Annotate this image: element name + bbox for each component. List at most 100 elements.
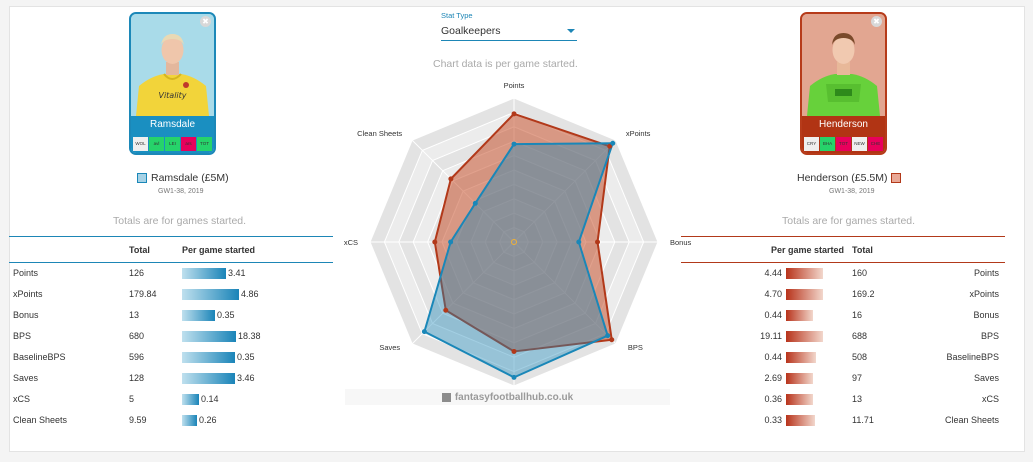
radar-data-point <box>511 374 517 380</box>
table-row: BaselineBPS 596 0.35 <box>9 347 333 368</box>
stat-total: 169.2 <box>852 289 875 299</box>
radar-chart: PointsxPointsBonusBPSBaselineBPSSavesxCS… <box>344 81 692 398</box>
per-game-bar <box>786 330 823 342</box>
per-game-value: 3.41 <box>228 268 246 279</box>
table-row: xCS 5 0.14 <box>9 389 333 410</box>
stat-label: xPoints <box>13 289 43 299</box>
per-game-value: 0.26 <box>199 415 217 426</box>
radar-data-point <box>511 111 517 117</box>
stat-total: 16 <box>852 310 863 320</box>
table-row: Saves 128 3.46 <box>9 368 333 389</box>
radar-data-point <box>443 307 449 313</box>
table-row: 0.36 13 xCS <box>681 389 1005 410</box>
per-game-value: 0.35 <box>217 310 235 321</box>
radar-data-point <box>610 140 616 146</box>
legend-label-left: Ramsdale (£5M) <box>151 172 229 184</box>
stat-type-label: Stat Type <box>441 11 473 20</box>
per-game-value: 4.70 <box>764 289 782 300</box>
totals-note-left: Totals are for games started. <box>113 215 247 227</box>
close-icon[interactable]: ✖ <box>200 16 211 27</box>
table-header: Per game started Total <box>681 237 1005 263</box>
stat-total: 5 <box>129 394 135 404</box>
radar-data-point <box>605 333 611 339</box>
table-row: Bonus 13 0.35 <box>9 305 333 326</box>
season-range-left: GW1-38, 2019 <box>158 188 204 195</box>
per-game-bar <box>182 330 236 342</box>
fixture-badge: TOT <box>197 136 212 151</box>
radar-axis-label: Points <box>504 81 525 90</box>
table-row: 2.69 97 Saves <box>681 368 1005 389</box>
fixture-badge: BHA <box>820 136 835 151</box>
stat-total: 508 <box>852 352 868 362</box>
stat-total: 9.59 <box>129 415 147 425</box>
stat-label: Bonus <box>13 310 39 320</box>
table-header: Total Per game started <box>9 237 333 263</box>
stat-total: 13 <box>129 310 140 320</box>
radar-data-point <box>595 239 601 245</box>
radar-axis-label: xPoints <box>626 129 651 138</box>
stat-total: 179.84 <box>129 289 157 299</box>
stat-label: Clean Sheets <box>13 415 68 425</box>
stat-total: 128 <box>129 373 145 383</box>
player-name-left: Ramsdale <box>131 116 214 134</box>
close-icon[interactable]: ✖ <box>871 16 882 27</box>
radar-axis-label: Saves <box>379 343 400 352</box>
watermark-text: fantasyfootballhub.co.uk <box>454 391 574 403</box>
per-game-value: 0.35 <box>237 352 255 363</box>
stat-total: 160 <box>852 268 868 279</box>
table-row: BPS 680 18.38 <box>9 326 333 347</box>
radar-data-point <box>609 337 615 343</box>
stat-label: xCS <box>981 394 999 404</box>
radar-data-point <box>576 239 582 245</box>
stat-label: Clean Sheets <box>944 415 999 425</box>
per-game-value: 0.44 <box>764 310 782 321</box>
season-range-right: GW1-38, 2019 <box>829 188 875 195</box>
table-row: 4.70 169.2 xPoints <box>681 284 1005 305</box>
per-game-value: 0.14 <box>201 394 219 405</box>
per-game-bar <box>182 393 199 405</box>
fixtures-right: CRY BHA TOT NEW CHE <box>802 134 885 153</box>
fixture-badge: LEI <box>165 136 180 151</box>
table-row: 0.44 508 BaselineBPS <box>681 347 1005 368</box>
player-card-left[interactable]: Vitality ✖ Ramsdale WOL avl LEI ars TOT <box>129 12 216 155</box>
table-row: 0.44 16 Bonus <box>681 305 1005 326</box>
stat-total: 13 <box>852 394 863 404</box>
radar-axis-label: xCS <box>344 238 358 247</box>
fixture-badge: WOL <box>133 136 148 151</box>
per-game-bar <box>182 309 215 321</box>
radar-data-point <box>607 143 613 149</box>
watermark: fantasyfootballhub.co.uk <box>345 389 670 405</box>
stat-label: Bonus <box>973 310 999 320</box>
per-game-value: 2.69 <box>764 373 782 384</box>
stat-type-select[interactable]: Goalkeepers <box>441 24 577 41</box>
stat-label: xPoints <box>969 289 999 299</box>
column-header-per-game: Per game started <box>770 244 844 255</box>
legend-left: Ramsdale (£5M) <box>137 172 229 184</box>
per-game-value: 0.33 <box>764 415 782 426</box>
radar-data-point <box>448 239 454 245</box>
table-row: 19.11 688 BPS <box>681 326 1005 347</box>
per-game-bar <box>786 351 816 363</box>
stat-label: BPS <box>980 331 999 341</box>
per-game-bar <box>786 372 813 384</box>
radar-data-point <box>511 348 517 354</box>
player-photo-left: Vitality <box>131 14 214 116</box>
per-game-bar <box>182 372 235 384</box>
table-row: 4.44 160 Points <box>681 263 1005 284</box>
fixture-badge: NEW <box>852 136 867 151</box>
fixture-badge: CHE <box>868 136 883 151</box>
per-game-value: 4.86 <box>241 289 259 300</box>
legend-label-right: Henderson (£5.5M) <box>797 172 888 184</box>
player-card-right[interactable]: ✖ Henderson CRY BHA TOT NEW CHE <box>800 12 887 155</box>
fixture-badge: ars <box>181 136 196 151</box>
per-game-value: 0.36 <box>764 394 782 405</box>
stat-label: Points <box>13 268 39 279</box>
stat-total: 126 <box>129 268 145 279</box>
stat-total: 596 <box>129 352 145 362</box>
stat-total: 688 <box>852 331 868 341</box>
stat-label: BaselineBPS <box>946 352 999 362</box>
per-game-value: 18.38 <box>238 331 261 342</box>
radar-data-point <box>432 239 438 245</box>
logo-icon <box>441 392 451 402</box>
column-header-per-game: Per game started <box>182 244 256 255</box>
